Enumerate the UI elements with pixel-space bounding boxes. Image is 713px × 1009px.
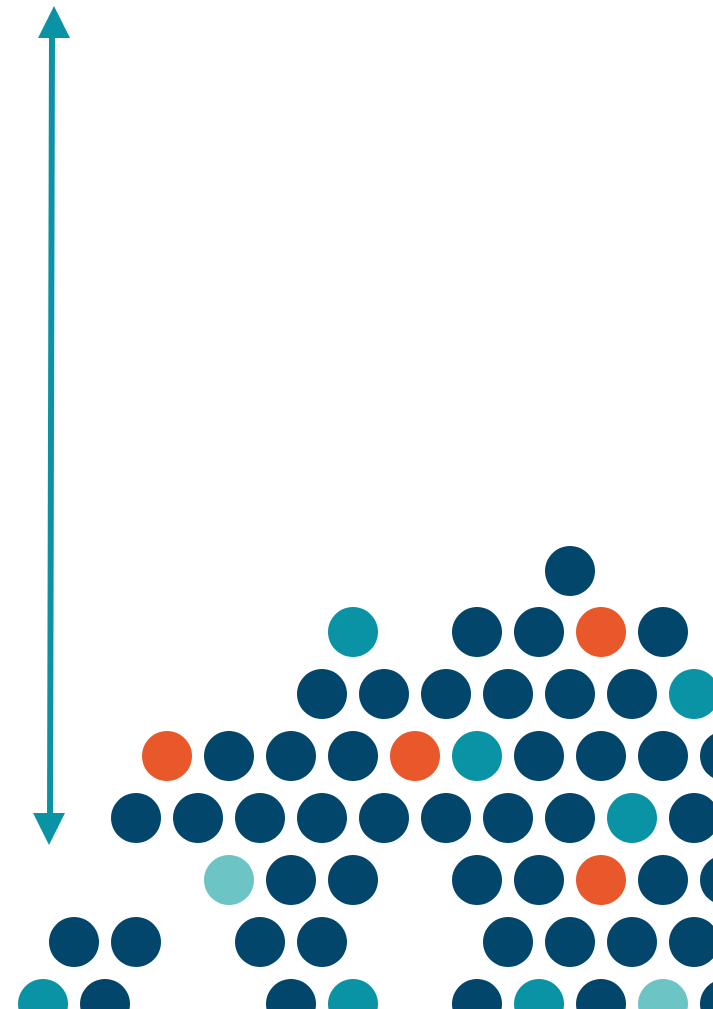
dot bbox=[514, 731, 564, 781]
dot bbox=[18, 979, 68, 1009]
dot bbox=[669, 793, 713, 843]
dot bbox=[204, 731, 254, 781]
dot bbox=[607, 917, 657, 967]
dot bbox=[669, 669, 713, 719]
dot bbox=[421, 793, 471, 843]
dot bbox=[576, 979, 626, 1009]
dot bbox=[700, 982, 713, 1009]
dot bbox=[328, 607, 378, 657]
dot bbox=[266, 855, 316, 905]
dot bbox=[483, 669, 533, 719]
dot bbox=[545, 917, 595, 967]
dot bbox=[545, 669, 595, 719]
dot bbox=[576, 607, 626, 657]
dot bbox=[483, 917, 533, 967]
dot bbox=[576, 855, 626, 905]
dot bbox=[452, 855, 502, 905]
dot bbox=[452, 979, 502, 1009]
dot bbox=[545, 793, 595, 843]
dot bbox=[421, 669, 471, 719]
arrow-head-top bbox=[38, 6, 70, 38]
dot bbox=[328, 731, 378, 781]
dot bbox=[390, 731, 440, 781]
dot bbox=[328, 855, 378, 905]
dot bbox=[514, 855, 564, 905]
dot bbox=[297, 793, 347, 843]
dot bbox=[638, 607, 688, 657]
dot bbox=[638, 855, 688, 905]
dot bbox=[297, 917, 347, 967]
dot bbox=[266, 731, 316, 781]
dot bbox=[545, 546, 595, 596]
dot bbox=[452, 607, 502, 657]
dot bbox=[607, 669, 657, 719]
dot bbox=[483, 793, 533, 843]
arrow-head-bottom bbox=[33, 813, 65, 845]
dot bbox=[111, 793, 161, 843]
dot bbox=[452, 731, 502, 781]
dot bbox=[111, 917, 161, 967]
dot bbox=[669, 917, 713, 967]
arrow-shaft bbox=[47, 29, 55, 823]
dot bbox=[700, 734, 713, 778]
dot bbox=[142, 731, 192, 781]
dot bbox=[514, 979, 564, 1009]
dot bbox=[638, 731, 688, 781]
dot bbox=[49, 917, 99, 967]
dot bbox=[266, 979, 316, 1009]
dot bbox=[638, 979, 688, 1009]
dot bbox=[328, 979, 378, 1009]
dot bbox=[514, 607, 564, 657]
dots bbox=[18, 546, 713, 1009]
dot bbox=[235, 917, 285, 967]
dot bbox=[297, 669, 347, 719]
dot bbox=[204, 855, 254, 905]
dot bbox=[173, 793, 223, 843]
dot bbox=[607, 793, 657, 843]
dot bbox=[359, 793, 409, 843]
double-arrow bbox=[33, 6, 70, 845]
dot bbox=[80, 979, 130, 1009]
dot bbox=[700, 858, 713, 902]
dot bbox=[359, 669, 409, 719]
dot bbox=[235, 793, 285, 843]
dot bbox=[576, 731, 626, 781]
